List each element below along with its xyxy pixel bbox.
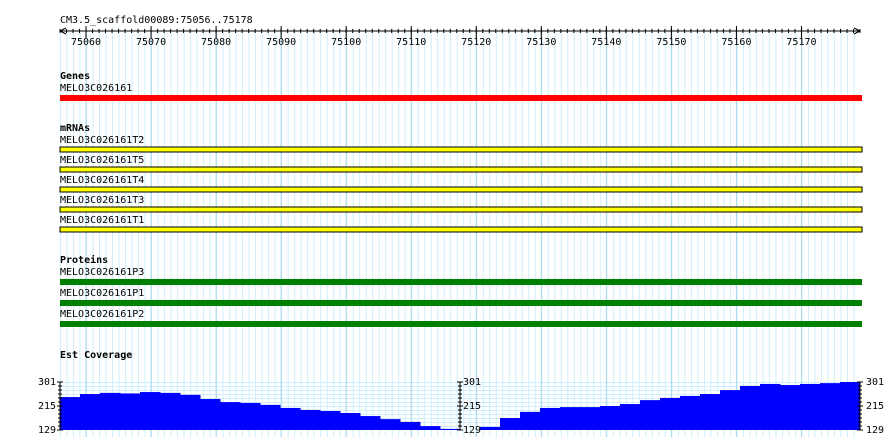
coverage-bar [220,402,241,430]
ruler-tick-label: 75070 [136,37,166,48]
ruler-tick-label: 75150 [656,37,686,48]
coverage-bar [540,407,561,430]
ruler-tick-label: 75140 [591,37,621,48]
coverage-bar [60,397,81,430]
coverage-bar [620,404,641,430]
coverage-bar [160,392,181,430]
ruler-tick-label: 75170 [786,37,816,48]
coverage-bar [120,393,141,430]
coverage-bar [200,399,221,430]
y-tick-label: 301 [463,377,481,388]
feature-bar [60,279,862,285]
coverage-bar [80,394,101,430]
y-tick-label: 129 [866,425,884,436]
feature-label: MELO3C026161T4 [60,175,144,186]
coverage-bar [800,383,821,430]
feature-bar [59,226,863,233]
coverage-bar [340,412,361,430]
coverage-bar [640,400,661,430]
ruler-tick-label: 75160 [721,37,751,48]
coverage-bar [260,404,281,430]
coverage-bar [580,407,601,430]
y-tick-label: 301 [38,377,56,388]
track-title: Est Coverage [60,350,132,361]
coverage-bar [480,426,501,430]
ruler-tick-label: 75100 [331,37,361,48]
feature-bar [60,321,862,327]
feature-label: MELO3C026161T3 [60,195,144,206]
coverage-bar [680,395,701,430]
feature-bar [59,166,863,173]
feature-label: MELO3C026161P3 [60,267,144,278]
coverage-bar [560,407,581,430]
coverage-bar [500,418,521,430]
ruler-tick-label: 75090 [266,37,296,48]
ruler-tick-label: 75110 [396,37,426,48]
coverage-bar [720,390,741,430]
y-tick-label: 129 [463,425,481,436]
coverage-bar [420,426,441,430]
coverage-bar [840,382,861,430]
coverage-bar [140,392,161,430]
track-title: Genes [60,71,90,82]
coverage-bar [320,411,341,430]
feature-label: MELO3C026161 [60,83,132,94]
coverage-bar [440,428,461,430]
coverage-bar [280,407,301,430]
feature-bar [60,300,862,306]
coverage-bar [300,409,321,430]
feature-label: MELO3C026161T5 [60,155,144,166]
y-tick-label: 129 [38,425,56,436]
coverage-bar [700,394,721,430]
coverage-bar [400,421,421,430]
coverage-bar [180,394,201,430]
coverage-bar [380,419,401,430]
ruler-arrows [59,27,861,35]
feature-label: MELO3C026161T1 [60,215,144,226]
feature-bar [60,95,862,101]
y-tick-label: 215 [463,401,481,412]
coverage-bar [760,383,781,430]
coverage-bar [780,385,801,430]
track-title: Proteins [60,254,108,266]
ruler-tick-label: 75120 [461,37,491,48]
coverage-bar [660,397,681,430]
feature-bar [59,146,863,153]
feature-label: MELO3C026161P2 [60,309,144,320]
y-tick-label: 215 [38,401,56,412]
feature-label: MELO3C026161P1 [60,288,144,299]
coverage-bar [520,411,541,430]
feature-bar [59,186,863,193]
coverage-bar [820,383,841,430]
coverage-bar [600,406,621,430]
y-tick-label: 215 [866,401,884,412]
tracks: 75060 75070 75080 75090 75100 75110 75120 75130… [38,26,884,436]
coverage-bar [100,392,121,430]
track-title: mRNAs [60,123,90,134]
feature-label: MELO3C026161T2 [60,135,144,146]
coverage-bar [360,416,381,430]
ruler-tick-label: 75130 [526,37,556,48]
ruler-tick-label: 75060 [71,37,101,48]
feature-bar [59,206,863,213]
coverage-bar [740,385,761,430]
ruler-title: CM3.5_scaffold00089:75056..75178 [60,15,253,26]
ruler-tick-label: 75080 [201,37,231,48]
y-tick-label: 301 [866,377,884,388]
coverage-bar [240,402,261,430]
